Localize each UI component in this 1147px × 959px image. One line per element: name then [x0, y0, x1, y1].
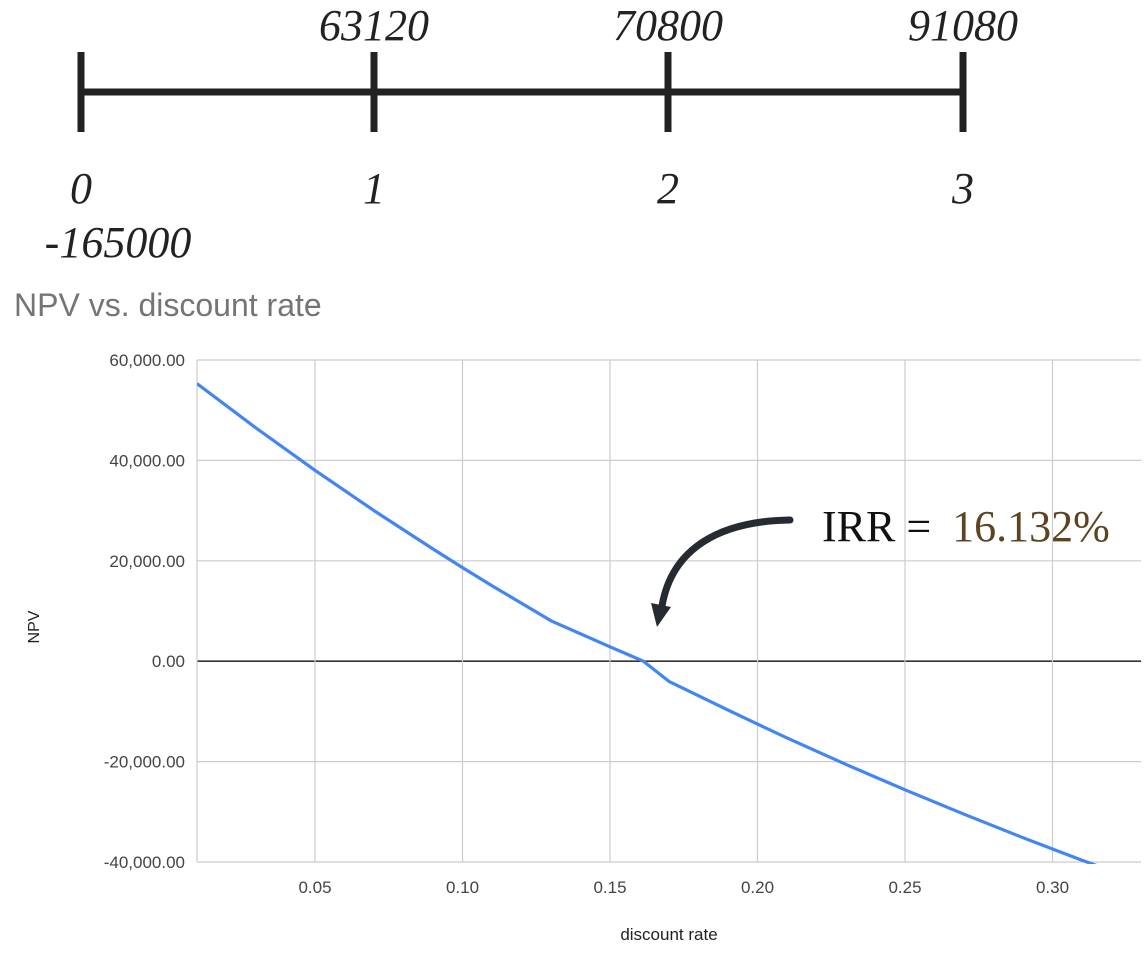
y-tick-label: -20,000.00 — [104, 753, 185, 772]
cash-flow-timeline: 0 1 2 3 63120 70800 91080 -165000 — [45, 1, 1018, 267]
chart-title: NPV vs. discount rate — [14, 287, 322, 323]
timeline-period-label: 3 — [951, 164, 974, 213]
svg-text:IRR = 16.132%: IRR = 16.132% — [822, 502, 1110, 551]
y-axis-label: NPV — [26, 610, 43, 643]
irr-annotation: IRR = 16.132% — [651, 502, 1110, 627]
npv-line — [197, 382, 1098, 864]
y-tick-label: 0.00 — [152, 652, 185, 671]
timeline-period-label: 1 — [363, 164, 385, 213]
timeline-period-label: 2 — [657, 164, 679, 213]
irr-label: IRR = — [822, 502, 931, 551]
x-tick-labels: 0.05 0.10 0.15 0.20 0.25 0.30 — [298, 878, 1069, 897]
x-tick-label: 0.05 — [298, 878, 331, 897]
x-tick-label: 0.15 — [593, 878, 626, 897]
timeline-period-label: 0 — [70, 164, 92, 213]
x-axis-label: discount rate — [620, 925, 717, 944]
npv-series — [197, 382, 1098, 864]
timeline-initial-outlay: -165000 — [45, 218, 192, 267]
y-tick-label: 60,000.00 — [109, 351, 185, 370]
chart-gridlines — [196, 359, 1141, 863]
y-tick-label: 40,000.00 — [109, 451, 185, 470]
x-tick-label: 0.30 — [1036, 878, 1069, 897]
y-tick-labels: 60,000.00 40,000.00 20,000.00 0.00 -20,000.0… — [104, 351, 185, 872]
timeline-cash-flow: 63120 — [319, 1, 429, 50]
irr-value: 16.132% — [952, 502, 1110, 551]
y-tick-label: 20,000.00 — [109, 552, 185, 571]
x-tick-label: 0.10 — [446, 878, 479, 897]
timeline-cash-flow: 91080 — [908, 1, 1018, 50]
irr-arrow-curve — [658, 516, 794, 610]
y-tick-label: -40,000.00 — [104, 853, 185, 872]
irr-arrow-head — [651, 603, 671, 627]
timeline-cash-flow: 70800 — [613, 1, 723, 50]
x-tick-label: 0.20 — [741, 878, 774, 897]
x-tick-label: 0.25 — [888, 878, 921, 897]
